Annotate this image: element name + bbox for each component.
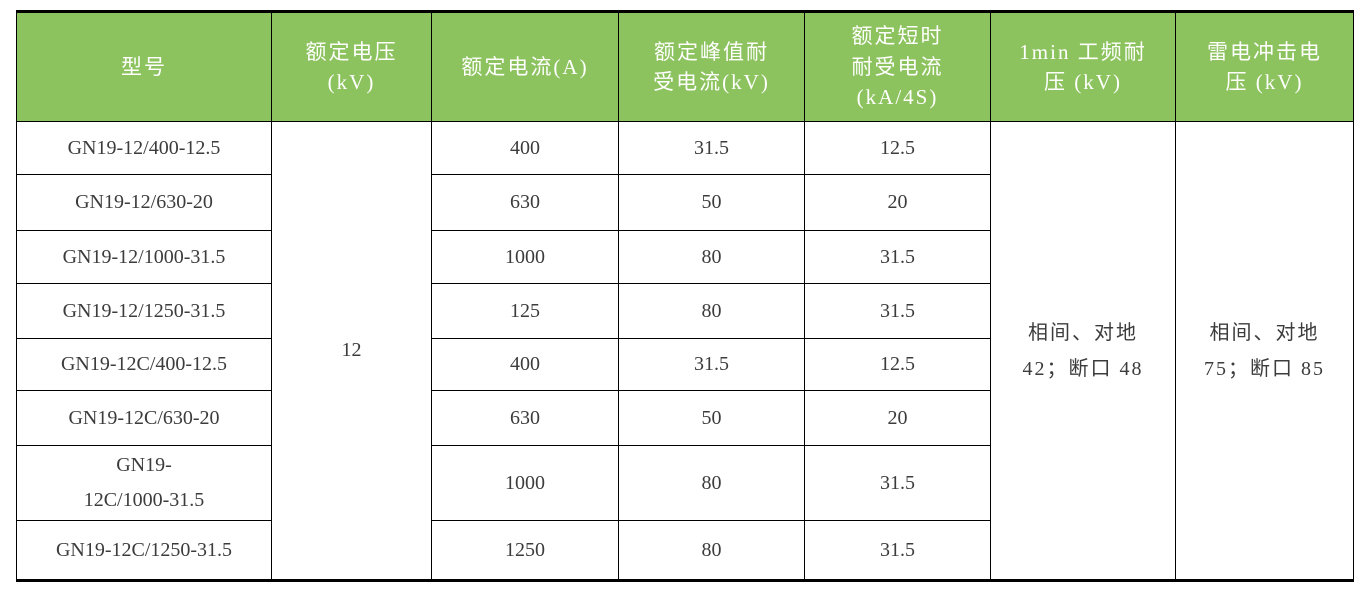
spec-table: 型号 额定电压 (kV) 额定电流(A) 额定峰值耐 受电流(kV) 额定短时 … [16,10,1354,582]
peak-withstand-cell: 80 [618,283,805,339]
table-row: GN19-12C/630-20 630 50 20 [16,390,1354,446]
model-cell: GN19-12/400-12.5 [16,121,272,175]
header-peak-withstand: 额定峰值耐 受电流(kV) [618,11,805,122]
rated-current-cell: 630 [431,174,619,231]
peak-withstand-cell: 80 [618,230,805,284]
short-time-cell: 12.5 [804,121,991,175]
rated-current-cell: 1000 [431,445,619,521]
table-row: GN19-12/1000-31.5 1000 80 31.5 [16,230,1354,284]
table-row: GN19-12C/400-12.5 400 31.5 12.5 [16,338,1354,391]
table-row: GN19-12/630-20 630 50 20 [16,174,1354,231]
table-row: GN19-12C/1250-31.5 1250 80 31.5 [16,520,1354,581]
header-short-time-withstand: 额定短时 耐受电流 (kA/4S) [804,11,991,122]
rated-current-cell: 630 [431,390,619,446]
rated-current-cell: 1250 [431,520,619,581]
short-time-cell: 31.5 [804,283,991,339]
table-row: GN19-12/400-12.5 12 400 31.5 12.5 相间、对地 … [16,121,1354,581]
model-cell: GN19-12C/1250-31.5 [16,520,272,581]
rated-current-cell: 400 [431,121,619,175]
short-time-cell: 20 [804,390,991,446]
short-time-cell: 20 [804,174,991,231]
header-model: 型号 [16,11,272,122]
table-row: GN19-12/1250-31.5 125 80 31.5 [16,283,1354,339]
model-cell: GN19-12/630-20 [16,174,272,231]
header-rated-current: 额定电流(A) [431,11,619,122]
peak-withstand-cell: 50 [618,174,805,231]
model-cell: GN19-12/1000-31.5 [16,230,272,284]
model-cell: GN19-12/1250-31.5 [16,283,272,339]
short-time-cell: 12.5 [804,338,991,391]
lightning-impulse-cell: 相间、对地 75；断口 85 [1175,121,1354,581]
table-row: GN19- 12C/1000-31.5 1000 80 31.5 [16,445,1354,521]
header-lightning-impulse: 雷电冲击电 压 (kV) [1175,11,1354,122]
rated-current-cell: 400 [431,338,619,391]
short-time-cell: 31.5 [804,520,991,581]
model-cell: GN19-12C/400-12.5 [16,338,272,391]
peak-withstand-cell: 31.5 [618,121,805,175]
header-power-freq-withstand: 1min 工频耐 压 (kV) [990,11,1176,122]
rated-current-cell: 125 [431,283,619,339]
header-rated-voltage: 额定电压 (kV) [271,11,432,122]
rated-voltage-cell: 12 [271,121,432,581]
peak-withstand-cell: 50 [618,390,805,446]
short-time-cell: 31.5 [804,230,991,284]
rated-current-cell: 1000 [431,230,619,284]
power-freq-withstand-cell: 相间、对地 42；断口 48 [990,121,1176,581]
model-cell: GN19- 12C/1000-31.5 [16,445,272,521]
model-cell: GN19-12C/630-20 [16,390,272,446]
peak-withstand-cell: 80 [618,445,805,521]
short-time-cell: 31.5 [804,445,991,521]
peak-withstand-cell: 31.5 [618,338,805,391]
peak-withstand-cell: 80 [618,520,805,581]
spec-table-header: 型号 额定电压 (kV) 额定电流(A) 额定峰值耐 受电流(kV) 额定短时 … [16,11,1354,122]
